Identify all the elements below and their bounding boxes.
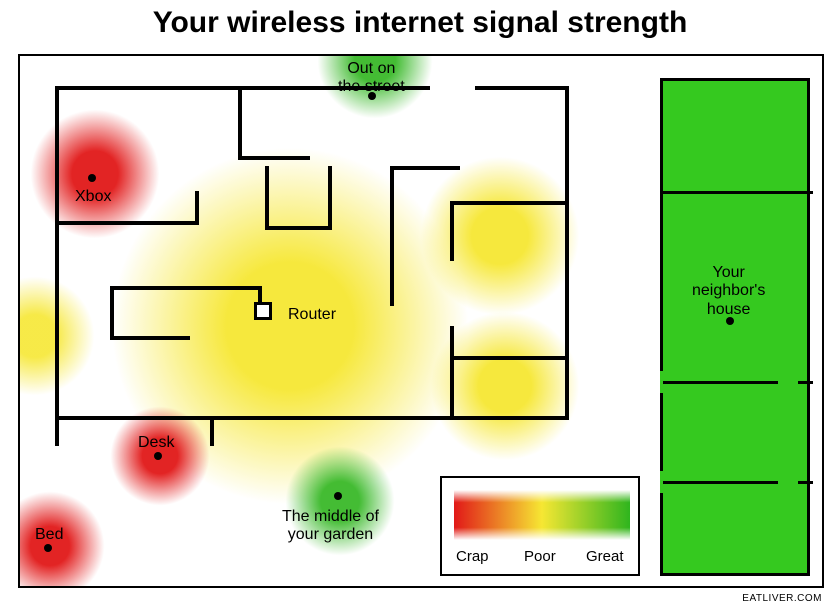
- neighbor-divider-0: [663, 191, 813, 194]
- wall-5: [238, 86, 242, 156]
- wall-8: [195, 191, 199, 225]
- blob-yellow-right-top: [420, 156, 580, 316]
- label-neighbor-pt: Your neighbor's house: [692, 264, 765, 319]
- legend-gradient: [454, 490, 630, 540]
- wall-14: [450, 201, 454, 261]
- wall-7: [55, 221, 195, 225]
- wall-11: [265, 226, 332, 230]
- wall-23: [210, 416, 214, 446]
- neighbor-divider-2b: [798, 481, 813, 484]
- point-xbox-pt: [88, 174, 96, 182]
- wall-2: [55, 416, 565, 420]
- neighbor-divider-1b: [798, 381, 813, 384]
- point-desk-pt: [154, 452, 162, 460]
- legend-label-crap: Crap: [456, 548, 489, 565]
- neighbor-divider-2a: [663, 481, 778, 484]
- label-street-pt: Out on the street: [338, 60, 405, 97]
- label-garden-pt: The middle of your garden: [282, 508, 379, 545]
- legend-label-great: Great: [586, 548, 624, 565]
- point-bed-pt: [44, 544, 52, 552]
- neighbor-door-gap-1: [660, 471, 663, 493]
- wall-6: [238, 156, 310, 160]
- wall-19: [110, 286, 114, 336]
- wall-13: [390, 166, 460, 170]
- wall-12: [390, 166, 394, 306]
- legend: Crap Poor Great: [440, 476, 640, 576]
- diagram-frame: Xbox Router Desk Bed Out on the street The mi…: [18, 54, 824, 588]
- page-title: Your wireless internet signal strength: [0, 6, 840, 40]
- wall-16: [450, 326, 454, 416]
- wall-17: [450, 356, 569, 360]
- neighbor-door-gap-0: [660, 371, 663, 393]
- wall-22: [55, 416, 59, 446]
- wall-3: [565, 86, 569, 420]
- wall-1: [55, 86, 59, 416]
- blob-xbox: [30, 109, 160, 239]
- neighbor-house: [660, 78, 810, 576]
- router-icon: [254, 302, 272, 320]
- legend-label-poor: Poor: [524, 548, 556, 565]
- label-router-pt: Router: [288, 306, 336, 324]
- label-desk-pt: Desk: [138, 434, 174, 452]
- wall-10: [328, 166, 332, 226]
- point-garden-pt: [334, 492, 342, 500]
- wall-18: [110, 286, 260, 290]
- wall-9: [265, 166, 269, 226]
- label-xbox-pt: Xbox: [75, 188, 111, 206]
- wall-15: [450, 201, 569, 205]
- wall-20: [110, 336, 190, 340]
- attribution: EATLIVER.COM: [742, 593, 822, 604]
- label-bed-pt: Bed: [35, 526, 63, 544]
- neighbor-divider-1a: [663, 381, 778, 384]
- wall-4: [475, 86, 569, 90]
